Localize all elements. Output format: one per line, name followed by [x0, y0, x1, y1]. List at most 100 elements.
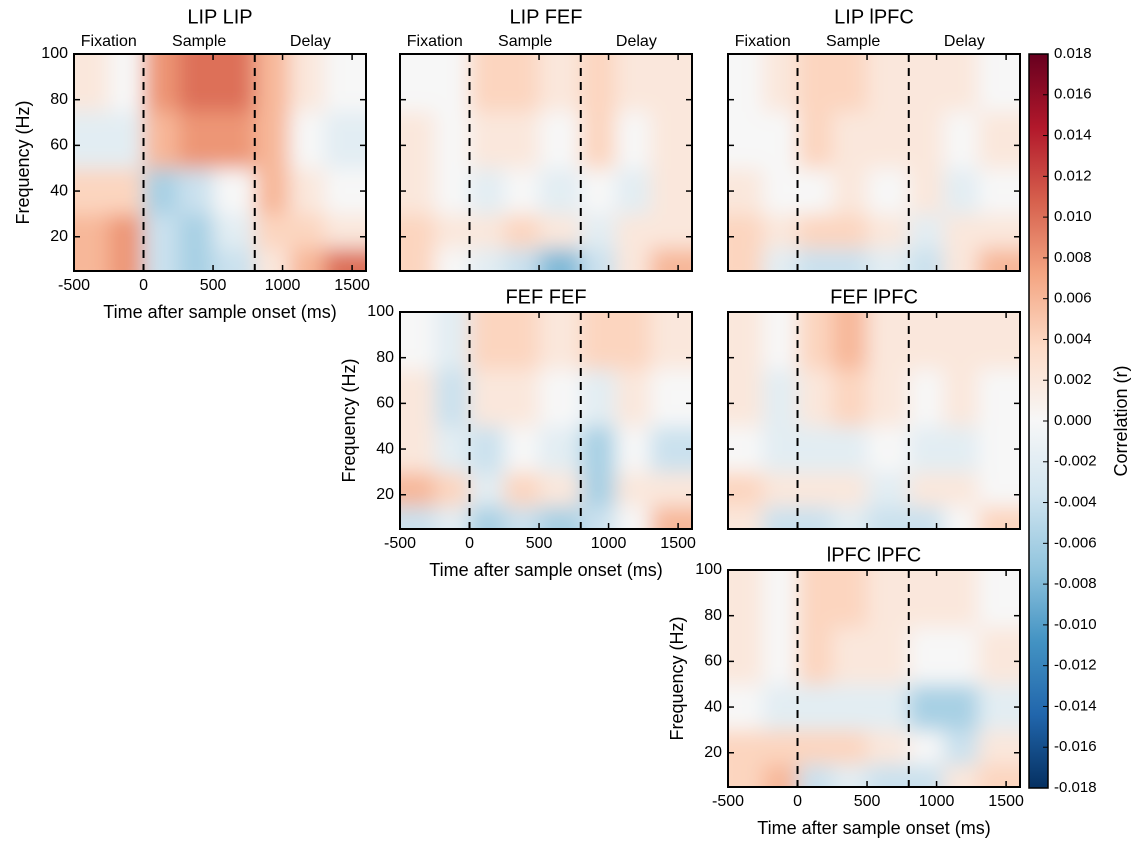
heatmap-cell [650, 369, 692, 427]
heatmap-cell [797, 312, 833, 370]
heatmap-cell [434, 312, 471, 370]
heatmap-cell [978, 111, 1020, 169]
heatmap-cell [469, 54, 505, 112]
heatmap-cell [539, 54, 582, 112]
heatmap-cell [908, 213, 945, 249]
heatmap-cell [978, 312, 1020, 370]
phase-label: Sample [172, 33, 226, 50]
heatmap-cell [324, 168, 366, 215]
heatmap-cell [254, 111, 291, 169]
heatmap-cell [539, 506, 582, 529]
panel-title: lPFC lPFC [827, 544, 921, 566]
heatmap-cell [762, 684, 799, 731]
heatmap-cell [728, 54, 764, 112]
heatmap-cell [539, 213, 582, 249]
heatmap-cell [943, 54, 979, 112]
heatmap-cell [324, 248, 366, 271]
heatmap-cell [254, 54, 291, 112]
heatmap-cell [289, 111, 325, 169]
heatmap-cells [728, 570, 1020, 787]
heatmap-cell [650, 213, 692, 249]
heatmap-cell [650, 506, 692, 529]
x-tick-label: -500 [58, 277, 90, 294]
x-tick-label: -500 [712, 793, 744, 810]
y-tick-label: 80 [704, 607, 722, 624]
heatmap-area [728, 570, 1020, 787]
heatmap-cell [832, 764, 868, 787]
heatmap-cell [400, 312, 436, 370]
heatmap-cell [943, 248, 979, 271]
heatmap-cell [400, 213, 436, 249]
heatmap-cell [762, 471, 799, 507]
heatmap-cell [943, 471, 979, 507]
heatmap-cell [615, 369, 651, 427]
y-tick-label: 40 [376, 440, 394, 457]
heatmap-cell [867, 471, 910, 507]
heatmap-cell [867, 213, 910, 249]
heatmap-cell [728, 627, 764, 685]
colorbar-tick-label: 0.000 [1054, 412, 1092, 429]
heatmap-cell [74, 213, 110, 249]
heatmap-cell [539, 248, 582, 271]
heatmap-cell [580, 213, 617, 249]
heatmap-cell [434, 54, 471, 112]
heatmap-cell [978, 168, 1020, 215]
x-tick-label: 1000 [591, 535, 627, 552]
plot-frame [727, 569, 1021, 788]
heatmap-cell [797, 213, 833, 249]
heatmap-area [400, 54, 692, 271]
heatmap-cell [400, 506, 436, 529]
heatmap-cells [400, 312, 692, 529]
heatmap-cell [469, 312, 505, 370]
heatmap-cell [650, 471, 692, 507]
x-tick-label: 0 [793, 793, 802, 810]
heatmap-cell [762, 248, 799, 271]
heatmap-cell [74, 248, 110, 271]
phase-label: Fixation [735, 33, 791, 50]
heatmap-cell [254, 213, 291, 249]
colorbar-tick-label: -0.010 [1054, 616, 1097, 633]
heatmap-cell [978, 627, 1020, 685]
heatmap-cell [867, 506, 910, 529]
heatmap-cell [728, 168, 764, 215]
heatmap-cell [943, 506, 979, 529]
x-tick-label: 1500 [660, 535, 696, 552]
heatmap-cell [400, 471, 436, 507]
heatmap-area [728, 54, 1020, 271]
heatmap-cell [504, 213, 540, 249]
heatmap-cell [762, 729, 799, 765]
heatmap-cell [324, 111, 366, 169]
heatmap-cell [797, 506, 833, 529]
heatmap-cell [978, 369, 1020, 427]
x-axis-label: Time after sample onset (ms) [757, 818, 990, 838]
heatmap-cell [908, 764, 945, 787]
heatmap-cell [615, 168, 651, 215]
heatmap-cell [504, 369, 540, 427]
y-tick-label: 100 [41, 45, 68, 62]
plot-frame [399, 311, 693, 530]
heatmap-cell [615, 471, 651, 507]
heatmap-cell [504, 506, 540, 529]
y-tick-label: 60 [376, 395, 394, 412]
heatmap-cell [797, 54, 833, 112]
heatmap-cell [943, 111, 979, 169]
heatmap-cell [832, 684, 868, 731]
heatmap-cell [728, 369, 764, 427]
heatmap-cell [108, 248, 145, 271]
heatmap-cell [74, 54, 110, 112]
y-axis-label: Frequency (Hz) [667, 616, 687, 740]
heatmap-cell [867, 684, 910, 731]
y-axis-label: Frequency (Hz) [339, 358, 359, 482]
colorbar-tick-label: 0.008 [1054, 249, 1092, 266]
heatmap-cell [539, 312, 582, 370]
heatmap-cell [400, 369, 436, 427]
colorbar-tick-label: 0.004 [1054, 330, 1092, 347]
heatmap-cell [469, 168, 505, 215]
colorbar-tick-label: 0.018 [1054, 45, 1092, 62]
heatmap-cell [143, 248, 179, 271]
heatmap-cell [832, 111, 868, 169]
heatmap-area [400, 312, 692, 529]
heatmap-cell [908, 729, 945, 765]
heatmap-cell [943, 729, 979, 765]
heatmap-cells [74, 54, 366, 271]
